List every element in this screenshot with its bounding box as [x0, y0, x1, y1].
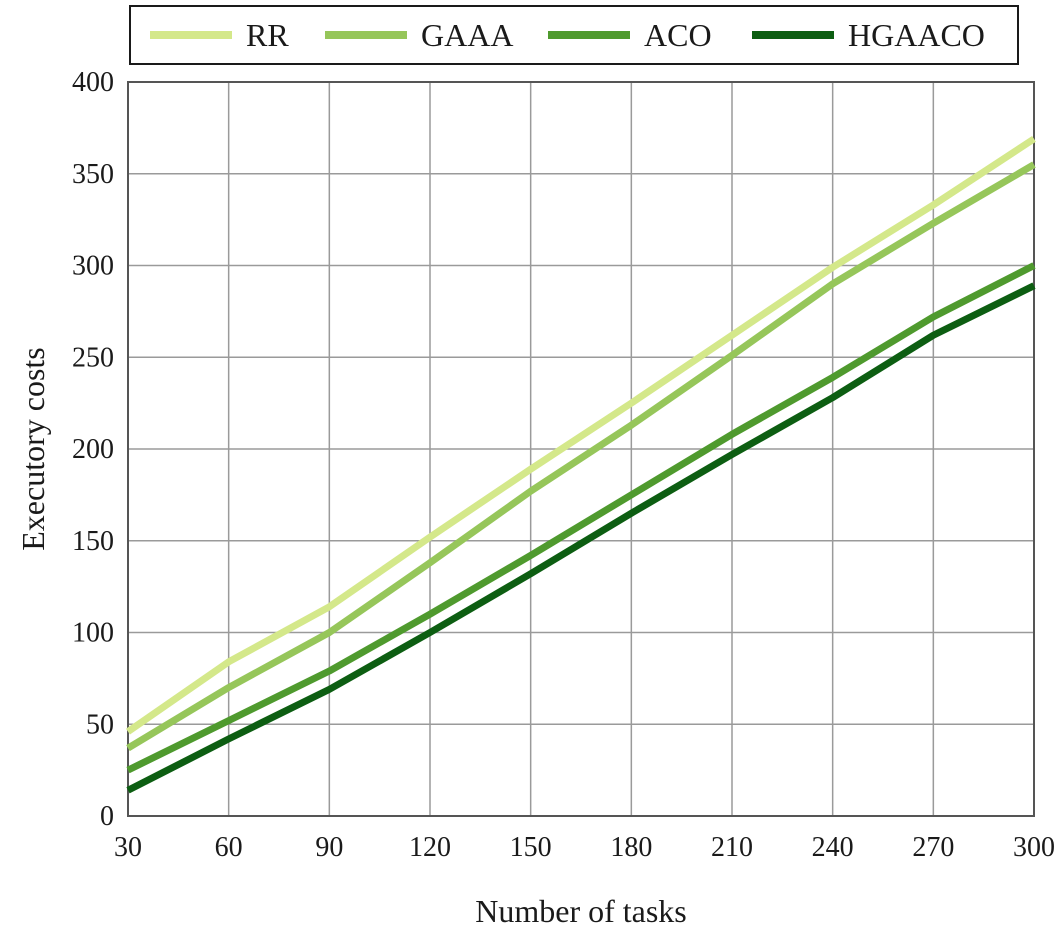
- x-tick-label: 240: [812, 832, 854, 863]
- x-tick-label: 90: [315, 832, 343, 863]
- y-axis-tick-labels: 0 50 100 150 200 250 300 350 400: [72, 67, 114, 832]
- series-line-aco: [126, 262, 1036, 774]
- x-axis-tick-labels: 30 60 90 120 150 180 210 240 270 300: [114, 832, 1055, 863]
- y-tick-label: 50: [86, 709, 114, 740]
- y-tick-label: 100: [72, 618, 114, 649]
- series-line-rr: [126, 135, 1036, 735]
- legend-label-rr: RR: [246, 17, 289, 53]
- x-tick-label: 300: [1013, 832, 1055, 863]
- y-tick-label: 200: [72, 434, 114, 465]
- y-tick-label: 0: [100, 801, 114, 832]
- series-lines: [126, 135, 1036, 794]
- x-axis-title: Number of tasks: [475, 893, 687, 929]
- x-tick-label: 210: [711, 832, 753, 863]
- x-tick-label: 270: [912, 832, 954, 863]
- legend-label-aco: ACO: [644, 17, 712, 53]
- legend: RR GAAA ACO HGAACO: [129, 5, 1019, 65]
- x-tick-label: 150: [510, 832, 552, 863]
- x-tick-label: 120: [409, 832, 451, 863]
- plot-area-frame: [127, 81, 1035, 817]
- series-line-gaaa: [126, 161, 1036, 752]
- y-tick-label: 400: [72, 67, 114, 98]
- y-tick-label: 250: [72, 342, 114, 373]
- x-tick-label: 180: [610, 832, 652, 863]
- y-axis-title: Executory costs: [15, 347, 51, 551]
- y-tick-label: 300: [72, 251, 114, 282]
- y-tick-label: 150: [72, 526, 114, 557]
- series-line-hgaaco: [126, 282, 1036, 794]
- y-tick-label: 350: [72, 159, 114, 190]
- legend-label-hgaaco: HGAACO: [848, 17, 985, 53]
- legend-label-gaaa: GAAA: [421, 17, 513, 53]
- x-tick-label: 60: [215, 832, 243, 863]
- x-tick-label: 30: [114, 832, 142, 863]
